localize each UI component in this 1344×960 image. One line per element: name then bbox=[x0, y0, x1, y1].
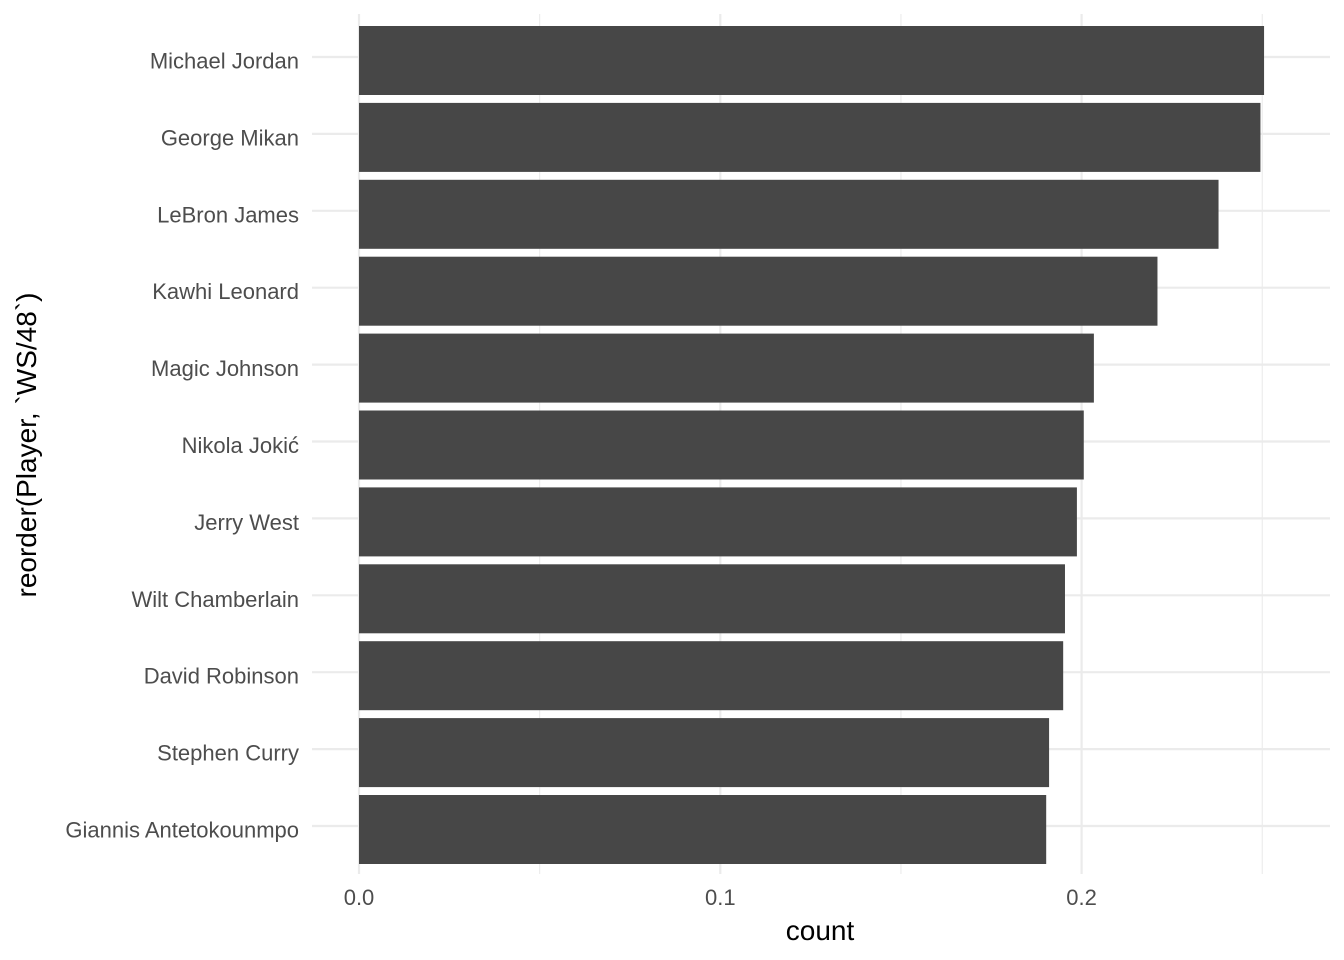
x-axis-title: count bbox=[786, 915, 855, 946]
y-tick-label: Michael Jordan bbox=[150, 49, 299, 74]
bar bbox=[359, 410, 1084, 480]
bar bbox=[359, 795, 1047, 864]
x-tick-labels: 0.0 0.1 0.2 bbox=[344, 885, 1097, 910]
y-tick-label: LeBron James bbox=[157, 202, 299, 227]
x-tick-label: 0.2 bbox=[1066, 885, 1097, 910]
y-tick-label: Magic Johnson bbox=[151, 356, 299, 381]
y-tick-label: Jerry West bbox=[194, 510, 299, 535]
y-tick-labels: Michael Jordan George Mikan LeBron James Ka… bbox=[65, 49, 299, 843]
y-tick-label: Giannis Antetokounmpo bbox=[65, 818, 299, 843]
y-tick-label: Stephen Curry bbox=[157, 741, 299, 766]
y-tick-label: Wilt Chamberlain bbox=[132, 587, 300, 612]
bar bbox=[359, 487, 1077, 557]
bar bbox=[359, 26, 1265, 95]
x-tick-label: 0.1 bbox=[705, 885, 736, 910]
y-tick-label: Kawhi Leonard bbox=[152, 279, 299, 304]
y-tick-label: David Robinson bbox=[144, 664, 299, 689]
y-tick-label: Nikola Jokić bbox=[182, 433, 299, 458]
bar bbox=[359, 102, 1261, 172]
bar bbox=[359, 179, 1219, 249]
bar bbox=[359, 641, 1064, 711]
bar bbox=[359, 718, 1050, 788]
bars bbox=[359, 26, 1265, 864]
x-tick-label: 0.0 bbox=[344, 885, 375, 910]
bar bbox=[359, 256, 1158, 326]
y-tick-label: George Mikan bbox=[161, 125, 299, 150]
y-axis-title: reorder(Player, `WS/48`) bbox=[11, 293, 42, 598]
bar bbox=[359, 564, 1065, 634]
bar bbox=[359, 333, 1094, 403]
